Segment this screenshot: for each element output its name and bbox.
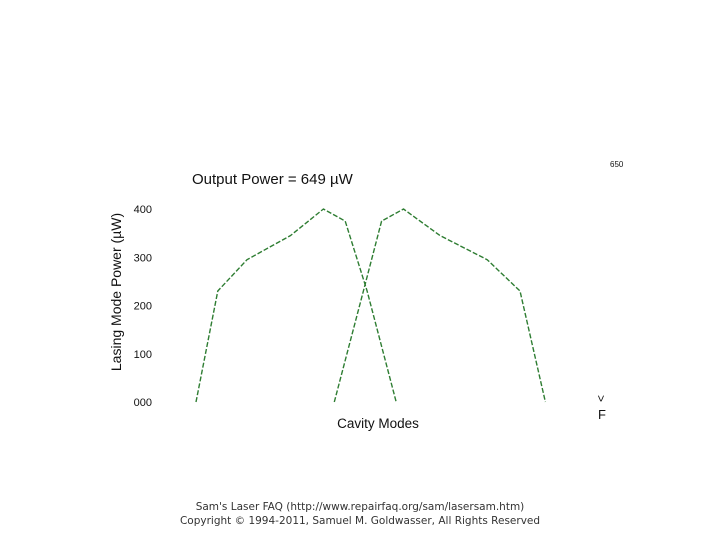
footer: Sam's Laser FAQ (http://www.repairfaq.or… — [0, 500, 720, 528]
footer-line-2: Copyright © 1994-2011, Samuel M. Goldwas… — [179, 515, 541, 527]
chart-title: Output Power = 649 µW — [192, 171, 354, 188]
series-line-1 — [195, 208, 397, 403]
y-tick-label: 400 — [134, 204, 152, 216]
y-tick-label: 300 — [134, 252, 152, 264]
x-end-label-bottom: F — [598, 407, 606, 422]
x-axis-label: Cavity Modes — [337, 416, 419, 431]
series-lines — [195, 208, 547, 403]
x-end-label-top: > — [594, 395, 608, 402]
y-tick-label: 100 — [134, 349, 152, 361]
footer-line-1: Sam's Laser FAQ (http://www.repairfaq.or… — [195, 501, 525, 513]
y-tick-labels: 000 100 200 300 400 — [134, 204, 152, 409]
corner-label: 650 — [610, 160, 624, 169]
series-line-2 — [333, 208, 547, 403]
y-tick-label: 000 — [134, 397, 152, 409]
y-axis-label: Lasing Mode Power (µW) — [108, 213, 124, 371]
y-tick-label: 200 — [134, 301, 152, 313]
